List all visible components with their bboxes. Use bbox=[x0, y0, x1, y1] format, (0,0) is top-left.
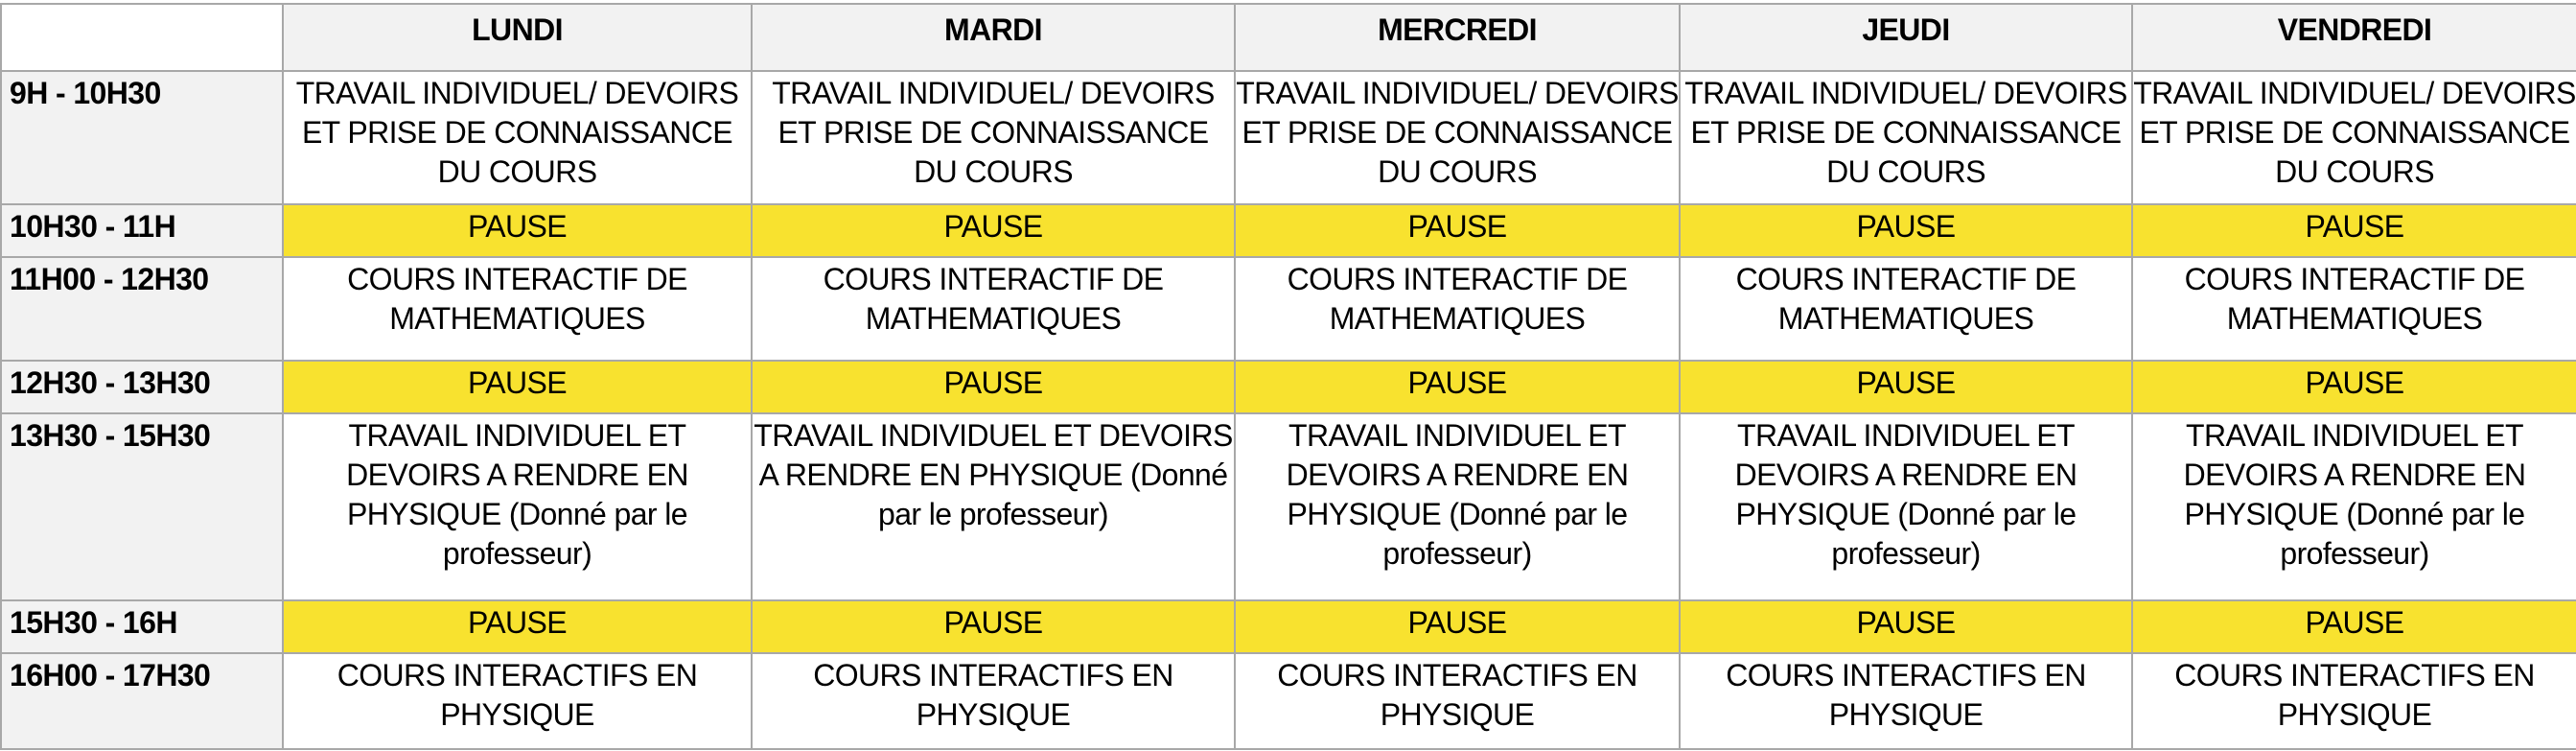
activity-cell: TRAVAIL INDIVIDUEL ET DEVOIRS A RENDRE E… bbox=[1679, 412, 2133, 601]
activity-cell: TRAVAIL INDIVIDUEL/ DEVOIRS ET PRISE DE … bbox=[1234, 70, 1681, 205]
activity-cell: TRAVAIL INDIVIDUEL/ DEVOIRS ET PRISE DE … bbox=[1679, 70, 2133, 205]
activity-cell: TRAVAIL INDIVIDUEL/ DEVOIRS ET PRISE DE … bbox=[282, 70, 753, 205]
pause-cell: PAUSE bbox=[1234, 360, 1681, 414]
pause-cell: PAUSE bbox=[282, 203, 753, 258]
schedule-row: 13H30 - 15H30 TRAVAIL INDIVIDUEL ET DEVOI… bbox=[0, 412, 2576, 601]
weekly-schedule-table: LUNDI MARDI MERCREDI JEUDI VENDREDI 9H -… bbox=[0, 3, 2576, 750]
pause-cell: PAUSE bbox=[1679, 360, 2133, 414]
activity-cell: COURS INTERACTIFS EN PHYSIQUE bbox=[1679, 652, 2133, 750]
day-header: MERCREDI bbox=[1234, 3, 1681, 72]
day-header: LUNDI bbox=[282, 3, 753, 72]
corner-cell bbox=[0, 3, 284, 72]
pause-row: 10H30 - 11H PAUSE PAUSE PAUSE PAUSE PAUSE bbox=[0, 203, 2576, 258]
pause-cell: PAUSE bbox=[1679, 203, 2133, 258]
time-slot: 13H30 - 15H30 bbox=[0, 412, 284, 601]
header-row: LUNDI MARDI MERCREDI JEUDI VENDREDI bbox=[0, 3, 2576, 72]
activity-cell: TRAVAIL INDIVIDUEL/ DEVOIRS ET PRISE DE … bbox=[751, 70, 1236, 205]
pause-cell: PAUSE bbox=[2131, 203, 2576, 258]
time-slot: 9H - 10H30 bbox=[0, 70, 284, 205]
day-header: MARDI bbox=[751, 3, 1236, 72]
pause-cell: PAUSE bbox=[751, 360, 1236, 414]
activity-cell: COURS INTERACTIF DE MATHEMATIQUES bbox=[1234, 256, 1681, 362]
day-header: VENDREDI bbox=[2131, 3, 2576, 72]
activity-cell: COURS INTERACTIF DE MATHEMATIQUES bbox=[751, 256, 1236, 362]
day-header: JEUDI bbox=[1679, 3, 2133, 72]
activity-cell: COURS INTERACTIF DE MATHEMATIQUES bbox=[2131, 256, 2576, 362]
pause-cell: PAUSE bbox=[1234, 599, 1681, 654]
activity-cell: COURS INTERACTIFS EN PHYSIQUE bbox=[2131, 652, 2576, 750]
pause-cell: PAUSE bbox=[1679, 599, 2133, 654]
pause-cell: PAUSE bbox=[282, 360, 753, 414]
activity-cell: TRAVAIL INDIVIDUEL ET DEVOIRS A RENDRE E… bbox=[282, 412, 753, 601]
pause-cell: PAUSE bbox=[282, 599, 753, 654]
pause-row: 12H30 - 13H30 PAUSE PAUSE PAUSE PAUSE PAUSE bbox=[0, 360, 2576, 414]
time-slot: 12H30 - 13H30 bbox=[0, 360, 284, 414]
pause-row: 15H30 - 16H PAUSE PAUSE PAUSE PAUSE PAUSE bbox=[0, 599, 2576, 654]
activity-cell: TRAVAIL INDIVIDUEL ET DEVOIRS A RENDRE E… bbox=[751, 412, 1236, 601]
activity-cell: COURS INTERACTIFS EN PHYSIQUE bbox=[282, 652, 753, 750]
activity-cell: COURS INTERACTIF DE MATHEMATIQUES bbox=[282, 256, 753, 362]
pause-cell: PAUSE bbox=[2131, 599, 2576, 654]
time-slot: 15H30 - 16H bbox=[0, 599, 284, 654]
activity-cell: TRAVAIL INDIVIDUEL ET DEVOIRS A RENDRE E… bbox=[2131, 412, 2576, 601]
activity-cell: TRAVAIL INDIVIDUEL ET DEVOIRS A RENDRE E… bbox=[1234, 412, 1681, 601]
activity-cell: COURS INTERACTIFS EN PHYSIQUE bbox=[751, 652, 1236, 750]
pause-cell: PAUSE bbox=[751, 203, 1236, 258]
schedule-row: 16H00 - 17H30 COURS INTERACTIFS EN PHYSIQ… bbox=[0, 652, 2576, 750]
activity-cell: COURS INTERACTIFS EN PHYSIQUE bbox=[1234, 652, 1681, 750]
time-slot: 11H00 - 12H30 bbox=[0, 256, 284, 362]
activity-cell: COURS INTERACTIF DE MATHEMATIQUES bbox=[1679, 256, 2133, 362]
time-slot: 16H00 - 17H30 bbox=[0, 652, 284, 750]
pause-cell: PAUSE bbox=[1234, 203, 1681, 258]
pause-cell: PAUSE bbox=[2131, 360, 2576, 414]
schedule-row: 9H - 10H30 TRAVAIL INDIVIDUEL/ DEVOIRS ET… bbox=[0, 70, 2576, 205]
time-slot: 10H30 - 11H bbox=[0, 203, 284, 258]
activity-cell: TRAVAIL INDIVIDUEL/ DEVOIRS ET PRISE DE … bbox=[2131, 70, 2576, 205]
schedule-row: 11H00 - 12H30 COURS INTERACTIF DE MATHEMA… bbox=[0, 256, 2576, 362]
pause-cell: PAUSE bbox=[751, 599, 1236, 654]
